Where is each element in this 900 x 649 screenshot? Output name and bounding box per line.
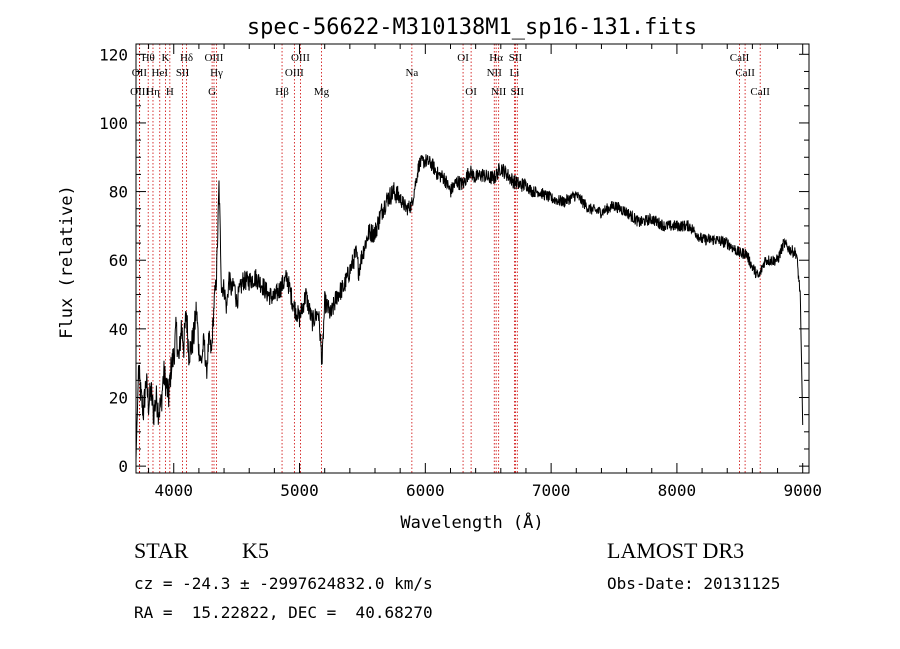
chart-title: spec-56622-M310138M1_sp16-131.fits	[247, 15, 697, 40]
line-label: Hθ	[142, 52, 155, 64]
y-tick-label: 80	[109, 183, 128, 202]
line-label: CaII	[735, 67, 755, 79]
line-label: Hδ	[180, 52, 193, 64]
line-label: HeI	[152, 67, 169, 79]
x-tick-label: 5000	[280, 481, 319, 500]
line-label: H	[166, 86, 174, 98]
spectrum-line	[135, 154, 804, 460]
line-label: OII	[132, 67, 148, 79]
line-label: NII	[491, 86, 507, 98]
y-tick-label: 100	[99, 114, 128, 133]
y-tick-label: 120	[99, 45, 128, 64]
obs-date: Obs-Date: 20131125	[607, 574, 781, 593]
line-label: NII	[487, 67, 503, 79]
line-label: CaII	[730, 52, 750, 64]
x-tick-label: 9000	[783, 481, 822, 500]
line-label: OIII	[205, 52, 224, 64]
axis-ticks: 4000 5000 6000 7000 8000 9000 0 20 40 60 80 100 120	[99, 44, 822, 500]
line-markers	[138, 44, 761, 473]
survey-name: LAMOST DR3	[607, 538, 745, 563]
coordinates: RA = 15.22822, DEC = 40.68270	[134, 603, 433, 622]
line-label: SII	[511, 86, 525, 98]
y-tick-label: 60	[109, 251, 128, 270]
line-label: OI	[457, 52, 469, 64]
line-label: CaII	[750, 86, 770, 98]
plot-frame	[135, 43, 810, 474]
line-label: Hη	[146, 86, 160, 98]
line-label: SII	[509, 52, 523, 64]
series-layer	[135, 154, 804, 460]
line-label: OIII	[285, 67, 304, 79]
y-tick-label: 40	[109, 320, 128, 339]
object-class: STAR	[134, 538, 189, 563]
line-label: G	[208, 86, 216, 98]
line-label: K	[161, 52, 169, 64]
line-labels: HθOIIOIIIHηHeIKHSIIHδGOIIIHγHβOIIIOIIIMg…	[130, 52, 770, 98]
line-label: Hγ	[210, 67, 223, 79]
y-axis-label: Flux (relative)	[57, 185, 77, 339]
x-axis-label: Wavelength (Å)	[400, 511, 543, 533]
x-tick-label: 4000	[154, 481, 193, 500]
line-label: OI	[465, 86, 477, 98]
line-label: OIII	[291, 52, 310, 64]
y-tick-label: 20	[109, 388, 128, 407]
line-label: Hβ	[275, 86, 289, 98]
line-label: OIII	[130, 86, 149, 98]
object-subclass: K5	[242, 538, 269, 563]
redshift-text: cz = -24.3 ± -2997624832.0 km/s	[134, 574, 433, 593]
x-tick-label: 7000	[532, 481, 571, 500]
line-label: Li	[509, 67, 519, 79]
x-tick-label: 6000	[406, 481, 445, 500]
line-label: Mg	[314, 86, 330, 98]
y-tick-label: 0	[118, 457, 128, 476]
line-label: Na	[405, 67, 418, 79]
line-label: SII	[176, 67, 190, 79]
x-tick-label: 8000	[658, 481, 697, 500]
line-label: Hα	[489, 52, 503, 64]
